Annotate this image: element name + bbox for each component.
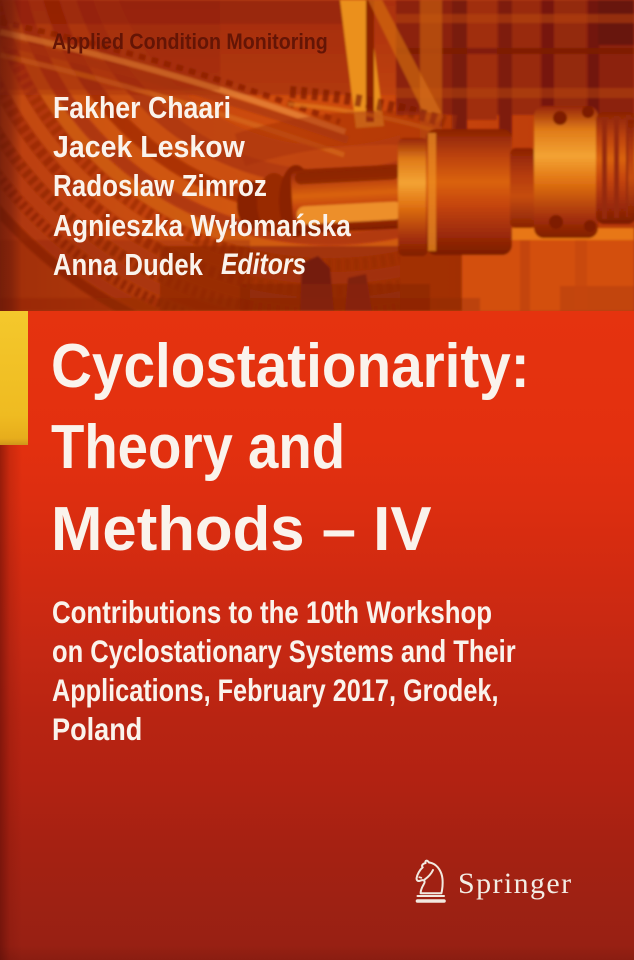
svg-text:Springer: Springer (458, 867, 573, 900)
